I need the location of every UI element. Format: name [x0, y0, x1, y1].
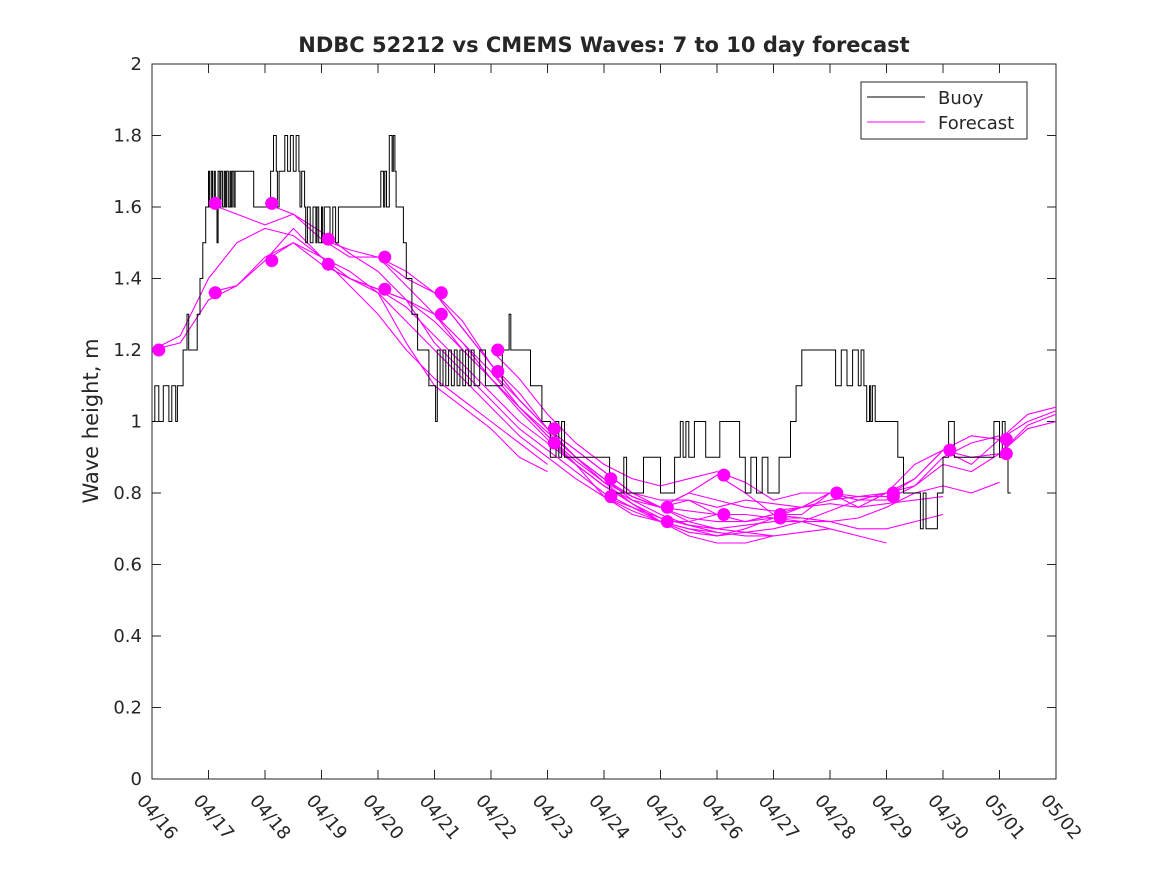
- forecast-marker: [208, 286, 222, 300]
- forecast-marker: [717, 468, 731, 482]
- y-tick-label: 1.8: [113, 126, 142, 147]
- forecast-markers: [152, 196, 1013, 529]
- forecast-marker: [265, 196, 279, 210]
- forecast-marker: [491, 343, 505, 357]
- forecast-marker: [830, 486, 844, 500]
- forecast-marker: [265, 254, 279, 268]
- forecast-marker: [321, 257, 335, 271]
- legend-buoy-label: Buoy: [938, 88, 984, 109]
- forecast-marker: [547, 436, 561, 450]
- y-tick-label: 0.2: [113, 698, 142, 719]
- forecast-marker: [773, 511, 787, 525]
- forecast-marker: [604, 472, 618, 486]
- forecast-marker: [434, 286, 448, 300]
- plot-area: [151, 63, 1057, 780]
- forecast-series-line: [152, 227, 548, 465]
- y-axis-label: Wave height, m: [79, 338, 103, 503]
- forecast-marker: [943, 443, 957, 457]
- y-tick-label: 1.6: [113, 197, 142, 218]
- legend-forecast-label: Forecast: [938, 113, 1014, 134]
- forecast-marker: [152, 343, 166, 357]
- forecast-series-line: [603, 406, 1056, 523]
- y-tick-label: 1.2: [113, 340, 142, 361]
- forecast-marker: [886, 490, 900, 504]
- forecast-marker: [547, 422, 561, 436]
- forecast-series-line: [547, 410, 1056, 516]
- forecast-marker: [208, 196, 222, 210]
- forecast-marker: [660, 515, 674, 529]
- y-axis: 0 0.2 0.4 0.6 0.8 1 1.2 1.4 1.6 1.8 2: [113, 54, 1056, 790]
- y-tick-label: 0.8: [113, 483, 142, 504]
- forecast-marker: [999, 432, 1013, 446]
- series-layer: [152, 135, 1056, 544]
- legend-box: [860, 81, 1028, 140]
- y-tick-label: 1.4: [113, 269, 142, 290]
- forecast-marker: [434, 307, 448, 321]
- chart-title: NDBC 52212 vs CMEMS Waves: 7 to 10 day f…: [298, 33, 909, 57]
- forecast-marker: [999, 447, 1013, 461]
- forecast-marker: [491, 365, 505, 378]
- forecast-series-line: [603, 413, 1056, 537]
- y-tick-label: 2: [131, 54, 142, 75]
- forecast-marker: [660, 500, 674, 514]
- buoy-series-line: [152, 135, 1011, 530]
- forecast-marker: [378, 250, 392, 264]
- forecast-marker: [378, 282, 392, 296]
- y-tick-label: 0: [131, 769, 142, 790]
- forecast-marker: [604, 490, 618, 504]
- y-tick-label: 0.4: [113, 626, 142, 647]
- y-tick-label: 1: [131, 412, 142, 433]
- legend: Buoy Forecast: [860, 81, 1028, 140]
- forecast-series-line: [434, 313, 944, 530]
- y-tick-label: 0.6: [113, 555, 142, 576]
- forecast-marker: [717, 508, 731, 521]
- forecast-marker: [321, 232, 335, 246]
